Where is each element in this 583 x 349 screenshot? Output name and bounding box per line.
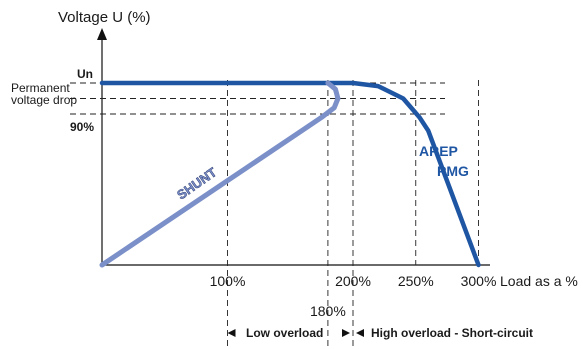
x-tick-label-100: 100% — [210, 273, 246, 289]
y-label-drop-line2: voltage drop — [11, 93, 77, 107]
zone-label-low: Low overload — [246, 326, 323, 340]
zone-arrow-high-left — [356, 329, 364, 337]
series-line-shunt — [99, 80, 341, 268]
grid-lines — [70, 80, 479, 349]
zone-label-high: High overload - Short-circuit — [371, 326, 533, 340]
series-label-pmg: PMG — [437, 163, 469, 179]
x-tick-labels: 100% 180% 200% 250% 300% — [210, 273, 497, 319]
zone-arrow-low-right — [342, 329, 350, 337]
x-axis-title: Load as a % — [500, 273, 578, 289]
series-line-arep-pmg — [99, 80, 481, 268]
series-group — [99, 80, 481, 268]
x-tick-label-180: 180% — [310, 303, 346, 319]
x-tick-label-300: 300% — [461, 273, 497, 289]
y-axis-arrow — [97, 28, 107, 40]
series-label-arep: AREP — [419, 143, 458, 159]
y-label-un: Un — [77, 67, 93, 81]
x-tick-label-200: 200% — [335, 273, 371, 289]
zone-arrow-low-left — [227, 329, 236, 337]
y-label-90: 90% — [70, 120, 94, 134]
y-axis-title: Voltage U (%) — [58, 9, 151, 26]
series-label-shunt: SHUNT — [174, 164, 219, 202]
x-tick-label-250: 250% — [398, 273, 434, 289]
y-label-drop-line1: Permanent — [11, 81, 70, 95]
